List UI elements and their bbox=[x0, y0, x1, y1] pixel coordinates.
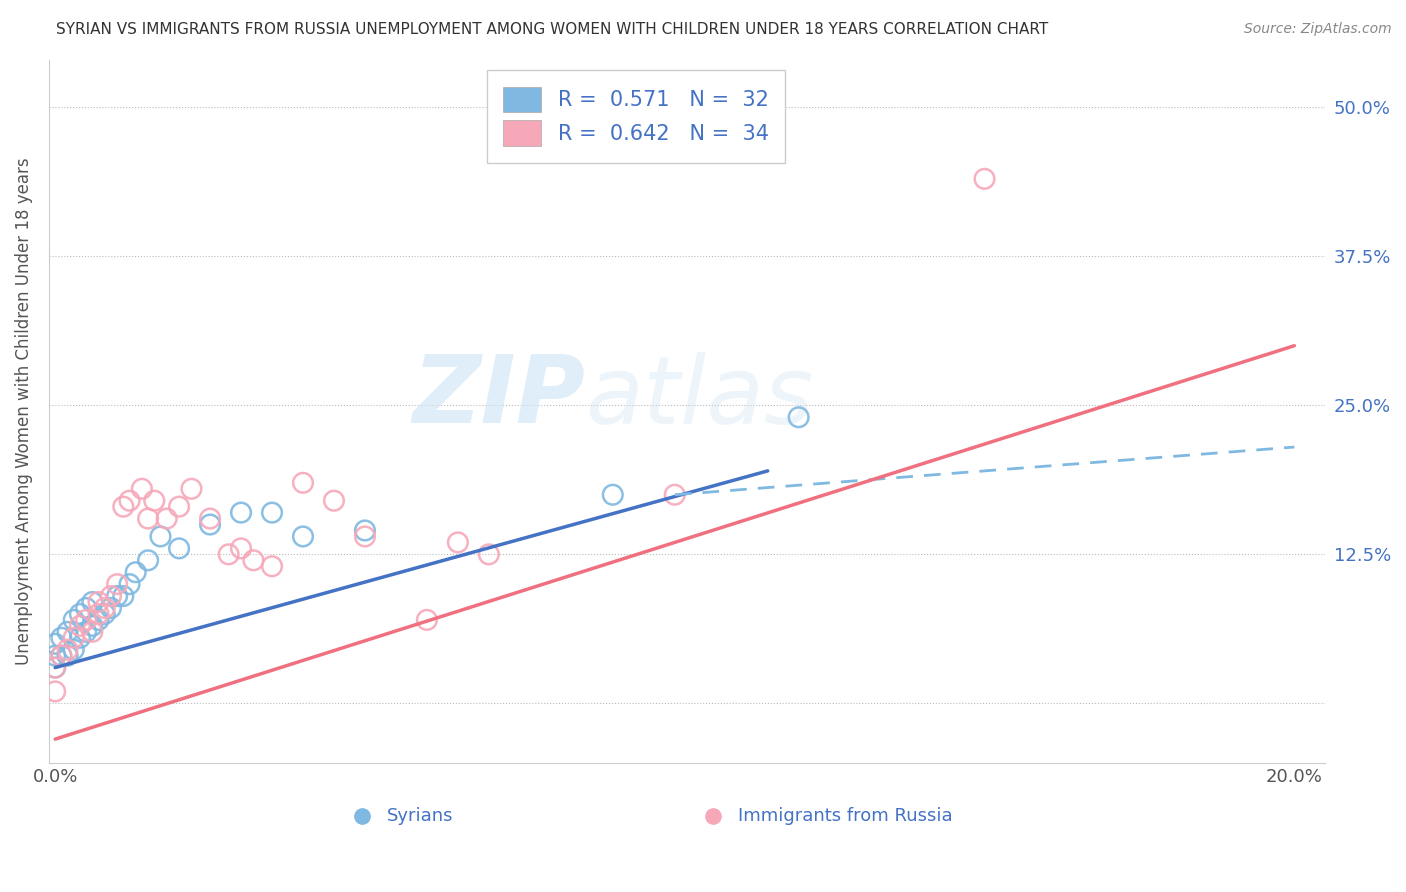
Point bbox=[447, 535, 470, 549]
Point bbox=[56, 624, 79, 639]
Point bbox=[354, 529, 377, 543]
Point bbox=[44, 648, 66, 663]
Point bbox=[292, 529, 315, 543]
Point bbox=[44, 684, 66, 698]
Y-axis label: Unemployment Among Women with Children Under 18 years: Unemployment Among Women with Children U… bbox=[15, 158, 32, 665]
Point bbox=[62, 613, 84, 627]
Text: ZIP: ZIP bbox=[412, 351, 585, 443]
Point bbox=[51, 631, 73, 645]
Point bbox=[787, 410, 810, 425]
Point bbox=[105, 589, 128, 603]
Point bbox=[229, 541, 252, 556]
Text: atlas: atlas bbox=[585, 351, 813, 442]
Point bbox=[112, 589, 135, 603]
Point bbox=[82, 595, 104, 609]
Point bbox=[75, 601, 97, 615]
Point bbox=[323, 493, 346, 508]
Point bbox=[69, 631, 91, 645]
Point bbox=[69, 607, 91, 621]
Text: Syrians: Syrians bbox=[387, 806, 454, 825]
Point bbox=[75, 624, 97, 639]
Point bbox=[44, 637, 66, 651]
Point bbox=[354, 524, 377, 538]
Point bbox=[56, 648, 79, 663]
Point bbox=[416, 613, 439, 627]
Point bbox=[112, 500, 135, 514]
Point bbox=[260, 559, 283, 574]
Point bbox=[100, 589, 122, 603]
Point bbox=[118, 577, 141, 591]
Point bbox=[51, 648, 73, 663]
Text: Immigrants from Russia: Immigrants from Russia bbox=[738, 806, 953, 825]
Point bbox=[62, 642, 84, 657]
Point bbox=[143, 493, 166, 508]
Point bbox=[292, 475, 315, 490]
Point bbox=[218, 547, 240, 561]
Point bbox=[69, 619, 91, 633]
Text: Source: ZipAtlas.com: Source: ZipAtlas.com bbox=[1244, 22, 1392, 37]
Point bbox=[229, 506, 252, 520]
Point bbox=[87, 595, 110, 609]
Point bbox=[82, 624, 104, 639]
Point bbox=[602, 488, 624, 502]
Point bbox=[260, 506, 283, 520]
Point bbox=[93, 601, 115, 615]
Point bbox=[242, 553, 264, 567]
Point bbox=[664, 488, 686, 502]
Point bbox=[87, 607, 110, 621]
Point bbox=[82, 619, 104, 633]
Point bbox=[87, 613, 110, 627]
Point bbox=[149, 529, 172, 543]
Point bbox=[93, 607, 115, 621]
Point bbox=[44, 660, 66, 674]
Point bbox=[478, 547, 501, 561]
Point bbox=[180, 482, 202, 496]
Point bbox=[118, 493, 141, 508]
Point bbox=[125, 566, 148, 580]
Point bbox=[136, 511, 159, 525]
Text: SYRIAN VS IMMIGRANTS FROM RUSSIA UNEMPLOYMENT AMONG WOMEN WITH CHILDREN UNDER 18: SYRIAN VS IMMIGRANTS FROM RUSSIA UNEMPLO… bbox=[56, 22, 1049, 37]
Point bbox=[75, 613, 97, 627]
Point bbox=[156, 511, 179, 525]
Point bbox=[167, 500, 190, 514]
Point bbox=[131, 482, 153, 496]
Point bbox=[973, 171, 995, 186]
Point bbox=[100, 601, 122, 615]
Point bbox=[198, 517, 221, 532]
Point bbox=[56, 642, 79, 657]
Point bbox=[105, 577, 128, 591]
Point bbox=[44, 660, 66, 674]
Point bbox=[62, 631, 84, 645]
Point bbox=[198, 511, 221, 525]
Point bbox=[167, 541, 190, 556]
Point bbox=[51, 648, 73, 663]
Legend: R =  0.571   N =  32, R =  0.642   N =  34: R = 0.571 N = 32, R = 0.642 N = 34 bbox=[486, 70, 786, 162]
Point bbox=[136, 553, 159, 567]
